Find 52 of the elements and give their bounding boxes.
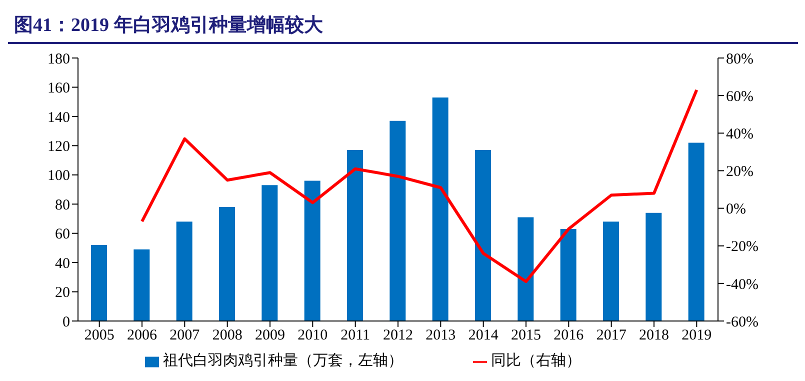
- x-tick-label: 2018: [639, 328, 669, 344]
- y-tick-label: 80: [55, 197, 70, 214]
- y2-tick-label: 40%: [726, 126, 754, 142]
- x-tick-label: 2016: [554, 328, 584, 344]
- x-tick-label: 2013: [426, 328, 456, 344]
- y2-tick-label: 0%: [726, 202, 746, 218]
- chart-title: 图41：2019 年白羽鸡引种量增幅较大: [8, 8, 798, 44]
- x-tick-label: 2008: [212, 328, 242, 344]
- bar: [262, 185, 278, 321]
- y2-tick-label: 80%: [726, 51, 754, 68]
- bar: [518, 217, 534, 321]
- y-tick-label: 160: [48, 80, 70, 97]
- bar: [91, 245, 107, 321]
- y-tick-label: 140: [48, 110, 70, 126]
- legend-label: 祖代白羽肉鸡引种量（万套，左轴）: [163, 353, 403, 369]
- bar: [347, 150, 363, 321]
- bar: [432, 97, 448, 321]
- bar: [475, 150, 491, 321]
- bar: [688, 142, 704, 321]
- x-tick-label: 2017: [596, 328, 627, 344]
- y-tick-label: 100: [48, 168, 70, 184]
- y-tick-label: 0: [62, 314, 70, 330]
- bar: [304, 180, 320, 321]
- x-tick-label: 2010: [298, 328, 328, 344]
- x-tick-label: 2011: [340, 328, 370, 344]
- x-tick-label: 2006: [127, 328, 158, 344]
- y2-tick-label: -60%: [726, 314, 758, 330]
- legend-label: 同比（右轴）: [491, 353, 581, 369]
- y2-tick-label: 60%: [726, 88, 754, 105]
- y2-tick-label: -20%: [726, 239, 758, 256]
- y2-tick-label: 20%: [726, 164, 754, 180]
- y-tick-label: 40: [55, 256, 70, 272]
- x-tick-label: 2014: [468, 328, 499, 344]
- bar: [390, 120, 406, 321]
- y-tick-label: 120: [48, 138, 70, 155]
- bar: [603, 222, 619, 321]
- y-tick-label: 180: [48, 51, 70, 68]
- bar: [646, 212, 662, 321]
- x-tick-label: 2009: [255, 328, 285, 344]
- y2-tick-label: -40%: [726, 276, 758, 293]
- bar: [560, 228, 576, 321]
- x-tick-label: 2015: [511, 328, 541, 344]
- bar: [176, 222, 192, 321]
- x-tick-label: 2012: [383, 328, 413, 344]
- bar: [134, 249, 150, 321]
- line-series: [140, 88, 698, 284]
- x-tick-label: 2007: [170, 328, 200, 344]
- y-tick-label: 60: [55, 226, 70, 243]
- y-tick-label: 20: [55, 285, 70, 302]
- x-tick-label: 2005: [84, 328, 114, 344]
- bar: [219, 207, 235, 321]
- x-tick-label: 2019: [682, 328, 712, 344]
